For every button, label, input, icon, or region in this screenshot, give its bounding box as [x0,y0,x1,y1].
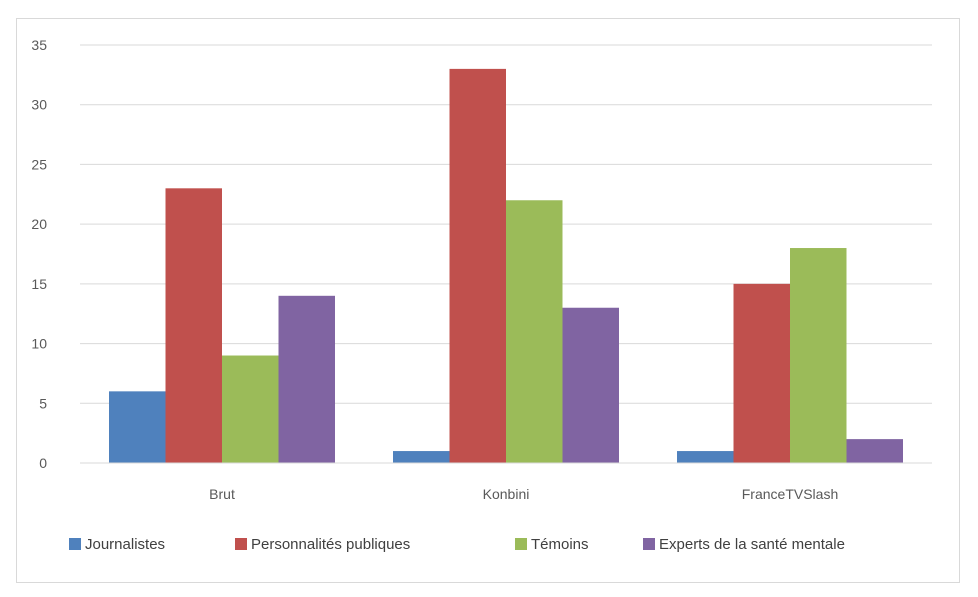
legend-label: Témoins [531,536,589,553]
bar-personnalit-s-publiques-brut [165,188,222,464]
legend-swatch [515,538,527,550]
chart-frame: 0 5 10 15 20 25 30 35 Brut Konbini FranceTVSlash … [16,18,960,583]
bar-journalistes-konbini [393,451,450,463]
x-category-label: Konbini [483,486,530,502]
bar-experts-de-la-sant-mentale-brut [278,295,335,463]
legend-swatch [235,538,247,550]
bar-personnalit-s-publiques-konbini [449,68,506,463]
y-tick-label: 10 [31,336,47,352]
bar-personnalit-s-publiques-francetvslash [733,283,790,463]
x-category-label: FranceTVSlash [742,486,838,502]
bar-t-moins-konbini [506,200,563,463]
y-tick-label: 0 [39,455,47,471]
bar-t-moins-francetvslash [790,248,847,463]
y-tick-label: 30 [31,97,47,113]
y-tick-label: 5 [39,395,47,411]
legend-swatch [69,538,81,550]
y-tick-label: 25 [31,156,47,172]
bar-experts-de-la-sant-mentale-konbini [562,307,619,463]
bar-journalistes-brut [109,391,166,463]
legend-label: Personnalités publiques [251,536,410,553]
x-axis-category-labels: Brut Konbini FranceTVSlash [209,486,838,502]
y-tick-label: 15 [31,276,47,292]
bar-journalistes-francetvslash [677,451,734,463]
legend-label: Experts de la santé mentale [659,536,845,553]
legend-swatch [643,538,655,550]
x-category-label: Brut [209,486,235,502]
legend: Journalistes Personnalités publiques Témoi… [69,536,845,553]
bars [109,68,903,464]
bar-experts-de-la-sant-mentale-francetvslash [846,439,903,463]
legend-label: Journalistes [85,536,165,553]
y-axis-tick-labels: 0 5 10 15 20 25 30 35 [31,37,47,471]
y-tick-label: 35 [31,37,47,53]
bar-t-moins-brut [222,355,279,463]
y-tick-label: 20 [31,216,47,232]
